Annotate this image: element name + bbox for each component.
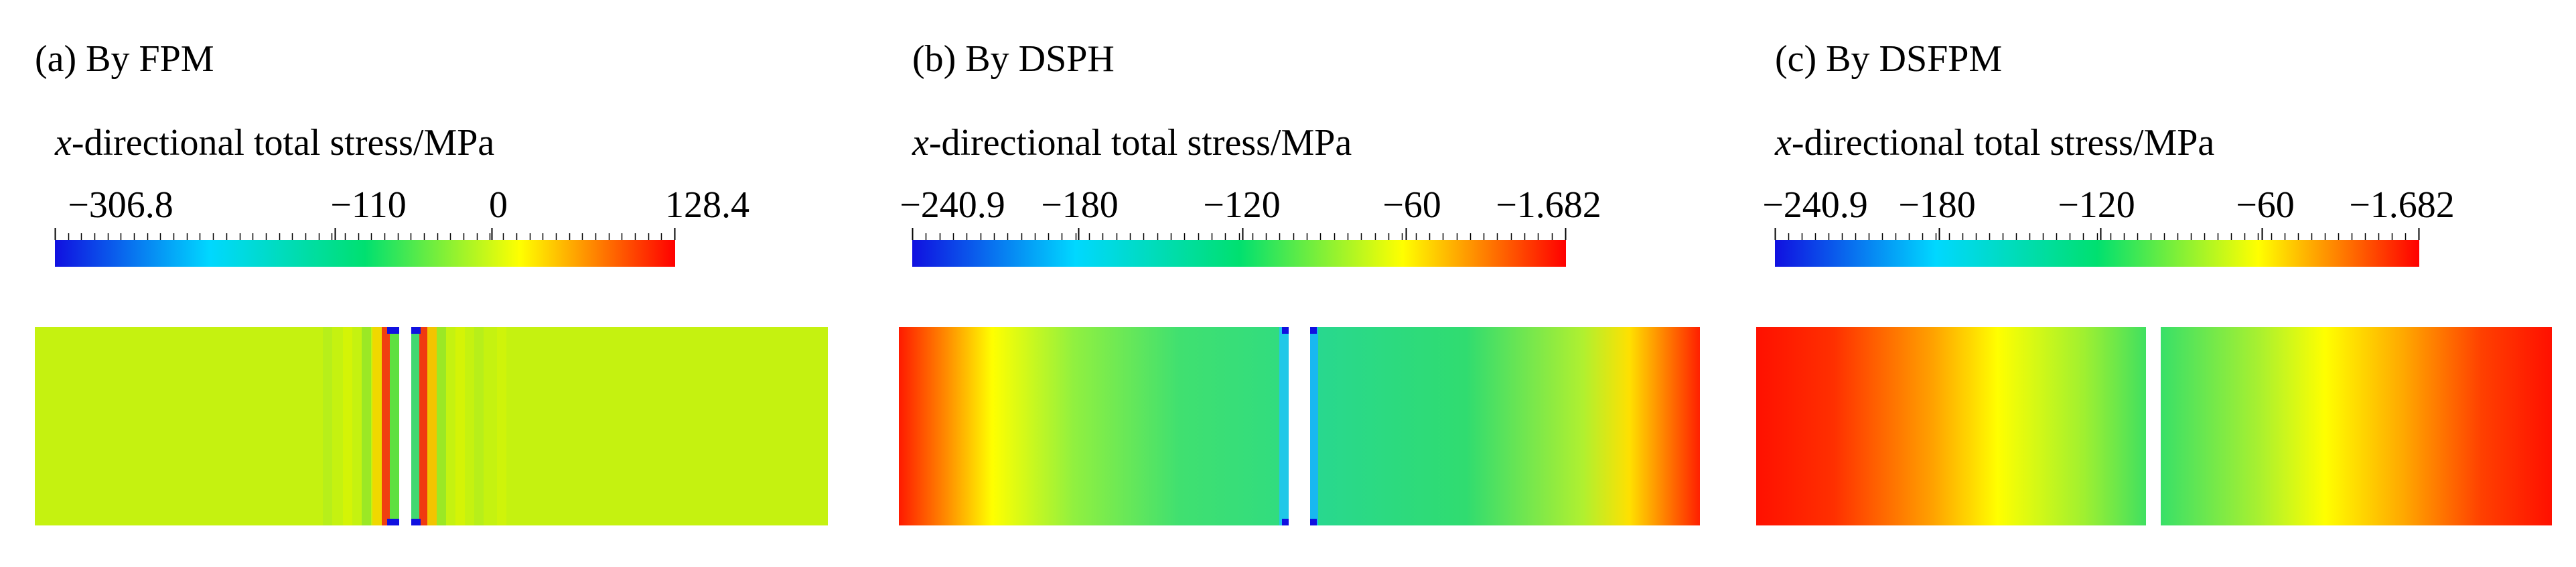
- colorbar: [54, 228, 676, 267]
- panel-c: (c) By DSFPM x-directional total stress/…: [1717, 0, 2576, 567]
- band: [390, 327, 399, 525]
- right-bar: [411, 327, 828, 525]
- panel-title: (b) By DSPH: [912, 38, 1115, 80]
- stress-field-plot: [1756, 327, 2552, 525]
- gap-marker: [1282, 519, 1289, 525]
- stress-field-plot: [35, 327, 828, 525]
- gap-marker: [387, 327, 399, 334]
- band: [343, 327, 352, 525]
- stress-field-plot: [899, 327, 1700, 525]
- right-bar: [1310, 327, 1700, 525]
- colorbar-tick-label: −1.682: [1496, 184, 1601, 226]
- band: [323, 327, 332, 525]
- colorbar-tick-label: −60: [2236, 184, 2295, 226]
- band: [427, 327, 437, 525]
- gap-marker: [1310, 327, 1317, 334]
- gap-marker: [411, 519, 421, 525]
- colorbar-tick-label: −60: [1382, 184, 1441, 226]
- colorbar-tick-label: 128.4: [665, 184, 749, 226]
- colorbar-tick-label: −240.9: [1762, 184, 1868, 226]
- band: [411, 327, 419, 525]
- gap-marker: [1310, 519, 1317, 525]
- colorbar-tick-label: −306.8: [68, 184, 173, 226]
- panel-title: (c) By DSFPM: [1775, 38, 2003, 80]
- colorbar-tick-label: −180: [1041, 184, 1119, 226]
- left-bar: [35, 327, 399, 525]
- band: [419, 327, 427, 525]
- colorbar-tick-label: −1.682: [2349, 184, 2455, 226]
- left-bar: [1756, 327, 2146, 525]
- colorbar-tick-label: −180: [1898, 184, 1976, 226]
- band: [382, 327, 390, 525]
- colorbar-title-variable: x: [1775, 122, 1792, 164]
- band: [497, 327, 506, 525]
- colorbar: [1774, 228, 2420, 267]
- colorbar-title-variable: x: [912, 122, 929, 164]
- colorbar-tick-label: −110: [330, 184, 407, 226]
- left-bar: [899, 327, 1289, 525]
- gap-marker: [387, 519, 399, 525]
- colorbar-ticks: [1774, 228, 2420, 240]
- panel-a: (a) By FPM x-directional total stress/MP…: [0, 0, 859, 567]
- band: [455, 327, 465, 525]
- colorbar-tick-label: −120: [1203, 184, 1281, 226]
- colorbar-ticks: [54, 228, 676, 240]
- colorbar-tick-label: −240.9: [900, 184, 1005, 226]
- colorbar-tick-label: 0: [489, 184, 508, 226]
- colorbar-title-text: -directional total stress/MPa: [71, 122, 495, 164]
- colorbar-ticks: [912, 228, 1567, 240]
- band: [362, 327, 371, 525]
- colorbar: [912, 228, 1567, 267]
- band: [372, 327, 382, 525]
- gap-edge: [1310, 327, 1318, 525]
- colorbar-title: x-directional total stress/MPa: [912, 124, 1352, 162]
- colorbar-title-variable: x: [55, 122, 72, 164]
- band: [437, 327, 446, 525]
- band: [474, 327, 484, 525]
- right-bar: [2161, 327, 2552, 525]
- colorbar-title-text: -directional total stress/MPa: [1791, 122, 2215, 164]
- colorbar-title: x-directional total stress/MPa: [1775, 124, 2214, 162]
- panel-title: (a) By FPM: [35, 38, 214, 80]
- gap-marker: [411, 327, 421, 334]
- colorbar-tick-label: −120: [2058, 184, 2135, 226]
- panel-b: (b) By DSPH x-directional total stress/M…: [859, 0, 1717, 567]
- colorbar-title: x-directional total stress/MPa: [55, 124, 494, 162]
- gap-edge: [1279, 327, 1289, 525]
- gap-marker: [1282, 327, 1289, 334]
- colorbar-title-text: -directional total stress/MPa: [928, 122, 1352, 164]
